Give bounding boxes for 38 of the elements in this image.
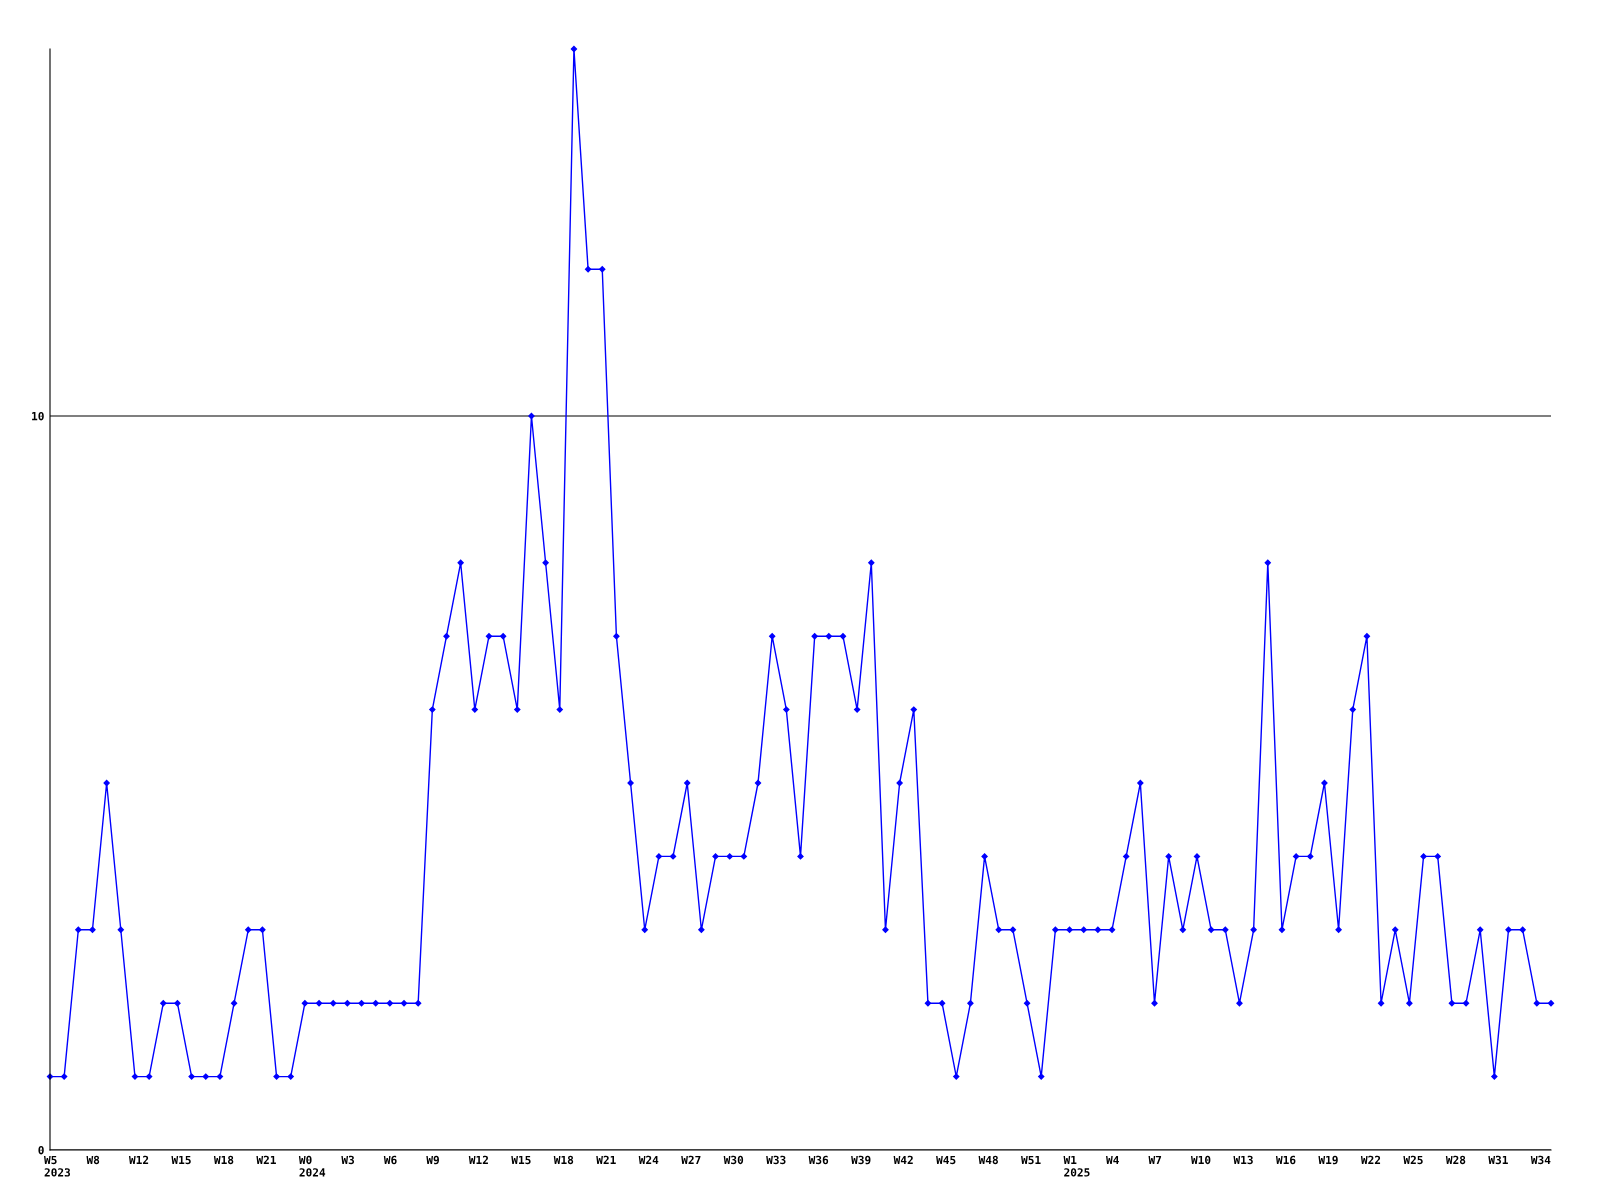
x-tick-label: W24: [638, 1155, 659, 1164]
x-tick-label: W6: [383, 1155, 397, 1165]
x-tick-label: W5 2023: [44, 1155, 71, 1177]
x-tick-label: W28: [1445, 1155, 1466, 1165]
x-tick-label: W25: [1403, 1155, 1423, 1165]
x-tick-label: W18: [553, 1155, 574, 1165]
x-tick-label: W36: [808, 1155, 829, 1165]
x-tick-label: W48: [978, 1155, 998, 1165]
x-tick-label: W15: [511, 1155, 531, 1165]
x-tick-label: W3: [341, 1155, 355, 1165]
x-tick-label: W12: [128, 1155, 149, 1164]
x-tick-label: W21: [256, 1155, 276, 1164]
x-tick-label: W51: [1021, 1155, 1041, 1165]
x-tick-label: W1 2025: [1063, 1155, 1090, 1177]
y-tick-label: 0: [38, 1145, 44, 1155]
x-tick-label: W19: [1318, 1155, 1338, 1165]
x-tick-label: W33: [766, 1155, 786, 1165]
x-tick-label: W30: [723, 1155, 744, 1165]
x-tick-label: W7: [1148, 1155, 1162, 1164]
x-tick-label: W31: [1488, 1155, 1508, 1165]
x-tick-label: W21: [596, 1155, 616, 1164]
x-tick-label: W27: [681, 1155, 701, 1164]
x-tick-label: W8: [86, 1155, 100, 1165]
x-tick-label: W16: [1275, 1155, 1296, 1165]
y-tick-label: 10: [32, 411, 44, 421]
x-tick-label: W13: [1233, 1155, 1253, 1165]
x-tick-label: W4: [1106, 1155, 1119, 1164]
x-tick-label: W10: [1190, 1155, 1211, 1165]
x-tick-label: W12: [468, 1155, 488, 1164]
x-tick-label: W34: [1530, 1155, 1551, 1165]
x-tick-label: W0 2024: [298, 1155, 326, 1177]
x-tick-label: W39: [851, 1155, 871, 1165]
x-tick-label: W22: [1360, 1155, 1381, 1164]
x-tick-label: W42: [893, 1155, 913, 1164]
x-tick-label: W15: [171, 1155, 191, 1165]
x-tick-label: W9: [426, 1155, 439, 1165]
x-tick-label: W45: [936, 1155, 956, 1165]
x-tick-label: W18: [213, 1155, 234, 1165]
